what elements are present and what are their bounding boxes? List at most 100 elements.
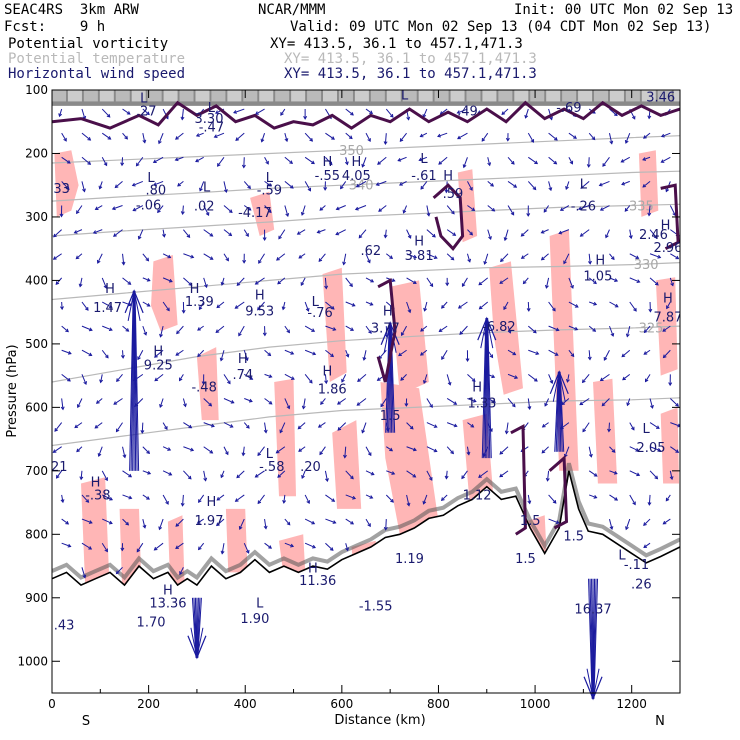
wind-arrow-6 bbox=[52, 253, 62, 260]
wind-arrow-154 bbox=[197, 542, 205, 551]
wind-arrow-2 bbox=[61, 156, 71, 164]
wind-arrow-163 bbox=[216, 301, 225, 309]
wind-arrow-521 bbox=[629, 422, 635, 431]
wind-arrow-220 bbox=[281, 301, 286, 311]
x-tick-label-4: 800 bbox=[427, 697, 450, 711]
wind-arrow-263 bbox=[317, 422, 326, 428]
wind-arrow-226 bbox=[275, 446, 286, 454]
pv-label-18: H bbox=[322, 155, 332, 170]
wind-arrow-280 bbox=[341, 374, 347, 383]
wind-arrow-157 bbox=[217, 156, 225, 167]
wind-arrow-279 bbox=[345, 350, 350, 358]
wind-arrow-523 bbox=[629, 470, 641, 477]
wind-arrow-296 bbox=[365, 301, 374, 306]
wind-arrow-345 bbox=[426, 205, 431, 217]
pv-label-50: 9.25 bbox=[144, 358, 173, 373]
wind-arrow-130 bbox=[183, 446, 195, 452]
wind-arrow-380 bbox=[467, 229, 474, 236]
field-theta-name: Potential temperature bbox=[8, 51, 186, 67]
wind-arrow-242 bbox=[304, 374, 313, 384]
upper-band-streak-27 bbox=[482, 90, 497, 102]
wind-arrow-449 bbox=[548, 325, 560, 332]
wind-arrow-276 bbox=[345, 277, 353, 288]
wind-arrow-151 bbox=[203, 470, 208, 482]
wind-arrow-81 bbox=[131, 180, 144, 187]
wind-arrow-37 bbox=[81, 542, 93, 550]
wind-arrow-455 bbox=[545, 470, 550, 482]
wind-arrow-415 bbox=[503, 301, 509, 311]
wind-arrow-121 bbox=[183, 229, 191, 239]
wind-arrow-298 bbox=[362, 350, 367, 361]
wind-arrow-135 bbox=[179, 567, 184, 576]
wind-arrow-445 bbox=[540, 229, 549, 234]
wind-arrow-1 bbox=[61, 132, 67, 142]
wind-arrow-434 bbox=[528, 373, 538, 382]
pv-label-47: H bbox=[663, 292, 673, 307]
wind-arrow-376 bbox=[457, 132, 468, 140]
upper-band-streak-9 bbox=[195, 90, 210, 102]
wind-arrow-482 bbox=[588, 325, 597, 332]
wind-arrow-128 bbox=[182, 398, 187, 408]
wind-arrow-210 bbox=[263, 519, 268, 530]
wind-arrow-320 bbox=[386, 446, 394, 452]
pv-shade-region-3 bbox=[196, 347, 219, 421]
pv-label-31: H bbox=[105, 282, 115, 297]
wind-arrow-475 bbox=[586, 157, 591, 168]
wind-arrow-41 bbox=[101, 157, 108, 167]
wind-arrow-49 bbox=[101, 349, 109, 359]
upper-band-streak-12 bbox=[243, 90, 258, 102]
wind-arrow-454 bbox=[541, 446, 549, 454]
wind-arrow-441 bbox=[548, 132, 558, 141]
wind-arrow-44 bbox=[92, 229, 103, 234]
wind-arrow-411 bbox=[507, 205, 515, 216]
wind-arrow-388 bbox=[467, 422, 475, 428]
wind-arrow-138 bbox=[195, 156, 204, 163]
wind-arrow-407 bbox=[501, 108, 509, 115]
wind-arrow-336 bbox=[404, 398, 409, 407]
wind-arrow-505 bbox=[609, 470, 618, 475]
pv-label-38: -.76 bbox=[307, 306, 332, 321]
wind-arrow-14 bbox=[52, 446, 62, 453]
wind-arrow-343 bbox=[418, 156, 428, 162]
wind-arrow-72 bbox=[122, 446, 127, 459]
north-label: N bbox=[655, 714, 665, 729]
pv-label-53: -.48 bbox=[191, 381, 216, 396]
wind-arrow-180 bbox=[242, 253, 247, 264]
wind-arrow-232 bbox=[304, 132, 314, 142]
wind-arrow-328 bbox=[402, 205, 408, 214]
wind-arrow-517 bbox=[625, 326, 631, 338]
wind-arrow-433 bbox=[528, 349, 540, 356]
wind-arrow-162 bbox=[220, 277, 225, 286]
wind-arrow-338 bbox=[406, 446, 417, 452]
wind-arrow-237 bbox=[298, 253, 306, 259]
wind-arrow-332 bbox=[406, 301, 412, 314]
wind-arrow-378 bbox=[467, 181, 473, 191]
wind-arrow-514 bbox=[629, 253, 640, 260]
upper-band-streak-2 bbox=[83, 90, 98, 102]
x-axis-label: Distance (km) bbox=[334, 713, 425, 728]
wind-arrow-195 bbox=[264, 157, 269, 165]
valid-label: Valid: 09 UTC Mon 02 Sep 13 (04 CDT Mon … bbox=[290, 19, 712, 35]
wind-arrow-480 bbox=[588, 277, 597, 285]
wind-arrow-333 bbox=[400, 325, 408, 337]
pv-label-63: -.58 bbox=[259, 460, 284, 475]
wind-arrow-534 bbox=[648, 301, 653, 313]
pv-contour-1 bbox=[432, 183, 465, 252]
y-axis-label: Pressure (hPa) bbox=[5, 344, 20, 437]
field-wind-name: Horizontal wind speed bbox=[8, 66, 186, 82]
upper-band-streak-23 bbox=[418, 90, 433, 102]
wind-arrow-466 bbox=[568, 301, 579, 308]
wind-arrow-424 bbox=[527, 132, 535, 143]
wind-arrow-499 bbox=[609, 325, 615, 337]
wind-arrow-498 bbox=[609, 301, 619, 308]
wind-arrow-406 bbox=[478, 470, 489, 478]
theta-label-3: 330 bbox=[634, 258, 659, 273]
wind-arrow-171 bbox=[216, 494, 225, 501]
y-tick-label-5: 600 bbox=[25, 400, 48, 414]
wind-arrow-489 bbox=[589, 494, 598, 499]
wind-arrow-54 bbox=[101, 470, 108, 482]
wind-arrow-442 bbox=[548, 156, 558, 165]
upper-band-streak-5 bbox=[131, 90, 146, 102]
wind-arrow-387 bbox=[467, 398, 477, 403]
upper-band-streak-29 bbox=[514, 90, 529, 102]
